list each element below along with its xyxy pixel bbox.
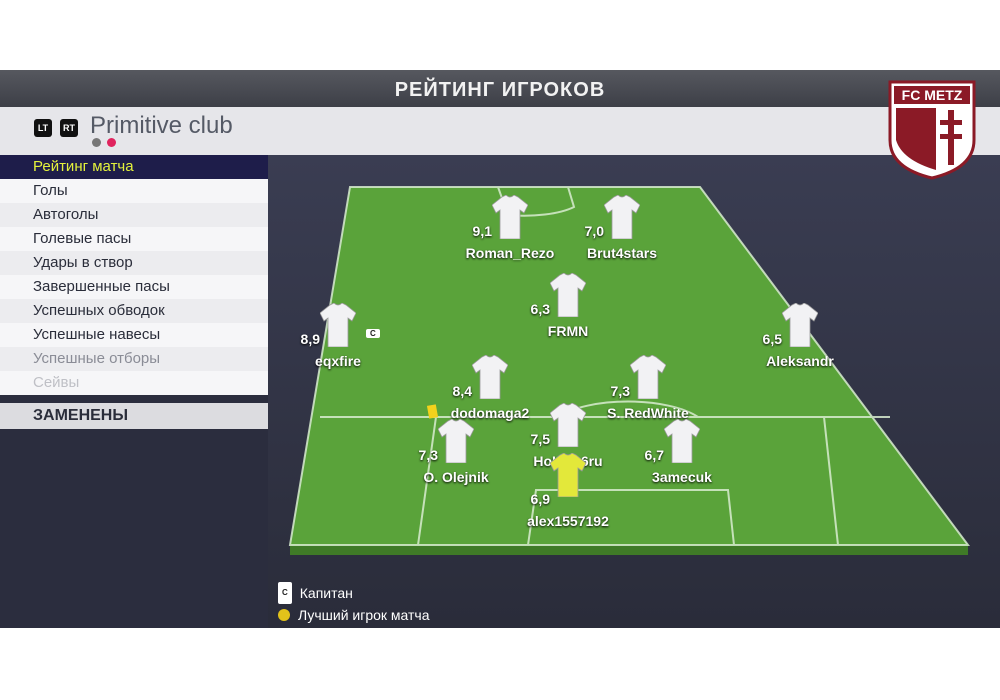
legend-captain: C Капитан (278, 582, 430, 604)
rt-button[interactable]: RT (60, 119, 78, 137)
player-name: S. RedWhite (607, 405, 689, 421)
shirt-icon (320, 303, 356, 347)
shirt-icon (604, 195, 640, 239)
shirt-icon (782, 303, 818, 347)
player-name: O. Olejnik (423, 469, 489, 485)
legend-captain-label: Капитан (299, 585, 353, 601)
shirt-icon (550, 403, 586, 447)
legend: C Капитан Лучший игрок матча (278, 582, 430, 626)
sidebar-item[interactable]: Рейтинг матча (0, 155, 268, 179)
shirt-icon (492, 195, 528, 239)
substituted-header[interactable]: ЗАМЕНЕНЫ (0, 403, 268, 429)
player-name: FRMN (547, 323, 589, 339)
player-rating: 7,5 (530, 431, 550, 447)
captain-badge-icon: C (366, 329, 380, 338)
screen: РЕЙТИНГ ИГРОКОВ LT RT Primitive club Рей… (0, 70, 1000, 628)
player-rating: 8,9 (300, 331, 320, 347)
player-name: Roman_Rezo (465, 245, 555, 261)
shirt-icon (630, 355, 666, 399)
club-header: LT RT Primitive club (0, 107, 1000, 155)
pitch-area: 9,1 Roman_Rezo 7,0 Brut4stars 6,3 FRMN 8… (268, 155, 1000, 628)
player-rating: 6,9 (530, 491, 550, 507)
player-rating: 6,7 (644, 447, 664, 463)
page-dot (92, 138, 101, 147)
legend-motm-label: Лучший игрок матча (298, 607, 430, 623)
player-rating: 7,3 (418, 447, 438, 463)
player-rating: 9,1 (472, 223, 492, 239)
player-rating: 6,3 (530, 301, 550, 317)
shirt-icon (550, 273, 586, 317)
lt-button[interactable]: LT (34, 119, 52, 137)
sidebar-item[interactable]: Голевые пасы (0, 227, 268, 251)
player-name: eqxfire (315, 353, 361, 369)
player-name: dodomaga2 (450, 405, 530, 421)
svg-text:FC METZ: FC METZ (902, 87, 963, 103)
player-name: Aleksandr (766, 353, 834, 369)
player-rating: 7,0 (584, 223, 604, 239)
legend-motm: Лучший игрок матча (278, 604, 430, 626)
player-name: Brut4stars (586, 245, 658, 261)
player-rating: 6,5 (762, 331, 782, 347)
sidebar-item[interactable]: Успешные навесы (0, 323, 268, 347)
page-dot-active (107, 138, 116, 147)
goalkeeper-shirt-icon (550, 453, 586, 497)
sidebar-item[interactable]: Голы (0, 179, 268, 203)
player-name: 3amecuk (652, 469, 712, 485)
ball-icon (278, 609, 290, 621)
shirt-icon (472, 355, 508, 399)
sidebar-item[interactable]: Успешных обводок (0, 299, 268, 323)
stat-sidebar: Рейтинг матча Голы Автоголы Голевые пасы Уда… (0, 155, 268, 429)
club-name: Primitive club (90, 112, 233, 139)
captain-icon: C (278, 582, 292, 604)
club-crest-logo: FC METZ (888, 80, 976, 180)
shirt-icon (664, 419, 700, 463)
player-rating: 8,4 (452, 383, 472, 399)
sidebar-item[interactable]: Удары в створ (0, 251, 268, 275)
page-title: РЕЙТИНГ ИГРОКОВ (0, 70, 1000, 107)
sidebar-item[interactable]: Завершенные пасы (0, 275, 268, 299)
player-rating: 7,3 (610, 383, 630, 399)
shirt-icon (438, 419, 474, 463)
player-name: alex1557192 (527, 513, 609, 529)
sidebar-item[interactable]: Автоголы (0, 203, 268, 227)
sidebar-item[interactable]: Сейвы (0, 371, 268, 395)
sidebar-item[interactable]: Успешные отборы (0, 347, 268, 371)
